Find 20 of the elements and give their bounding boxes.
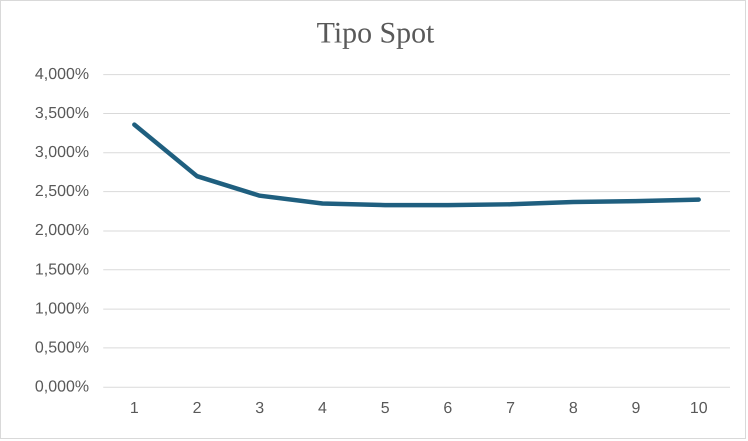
x-tick-label: 10 — [690, 400, 708, 417]
y-tick-label: 1,500% — [34, 261, 90, 278]
y-tick-label: 4,000% — [34, 66, 90, 84]
x-tick-label: 5 — [380, 400, 390, 417]
y-tick-label: 0,500% — [34, 339, 90, 356]
y-tick-label: 3,000% — [34, 144, 90, 162]
y-tick-label: 3,500% — [34, 105, 90, 122]
x-tick-label: 9 — [632, 400, 641, 417]
x-tick-label: 6 — [443, 400, 452, 417]
y-tick-label: 0,000% — [34, 378, 90, 396]
x-tick-label: 7 — [506, 400, 516, 417]
chart-title: Tipo Spot — [316, 16, 436, 50]
x-tick-label: 3 — [255, 400, 264, 417]
x-tick-label: 2 — [192, 400, 202, 417]
x-tick-label: 4 — [318, 400, 328, 417]
x-tick-label: 8 — [568, 400, 578, 417]
y-tick-label: 2,000% — [34, 222, 90, 240]
y-tick-label: 1,000% — [34, 300, 90, 318]
x-tick-label: 1 — [130, 400, 139, 417]
y-tick-label: 2,500% — [34, 183, 90, 200]
